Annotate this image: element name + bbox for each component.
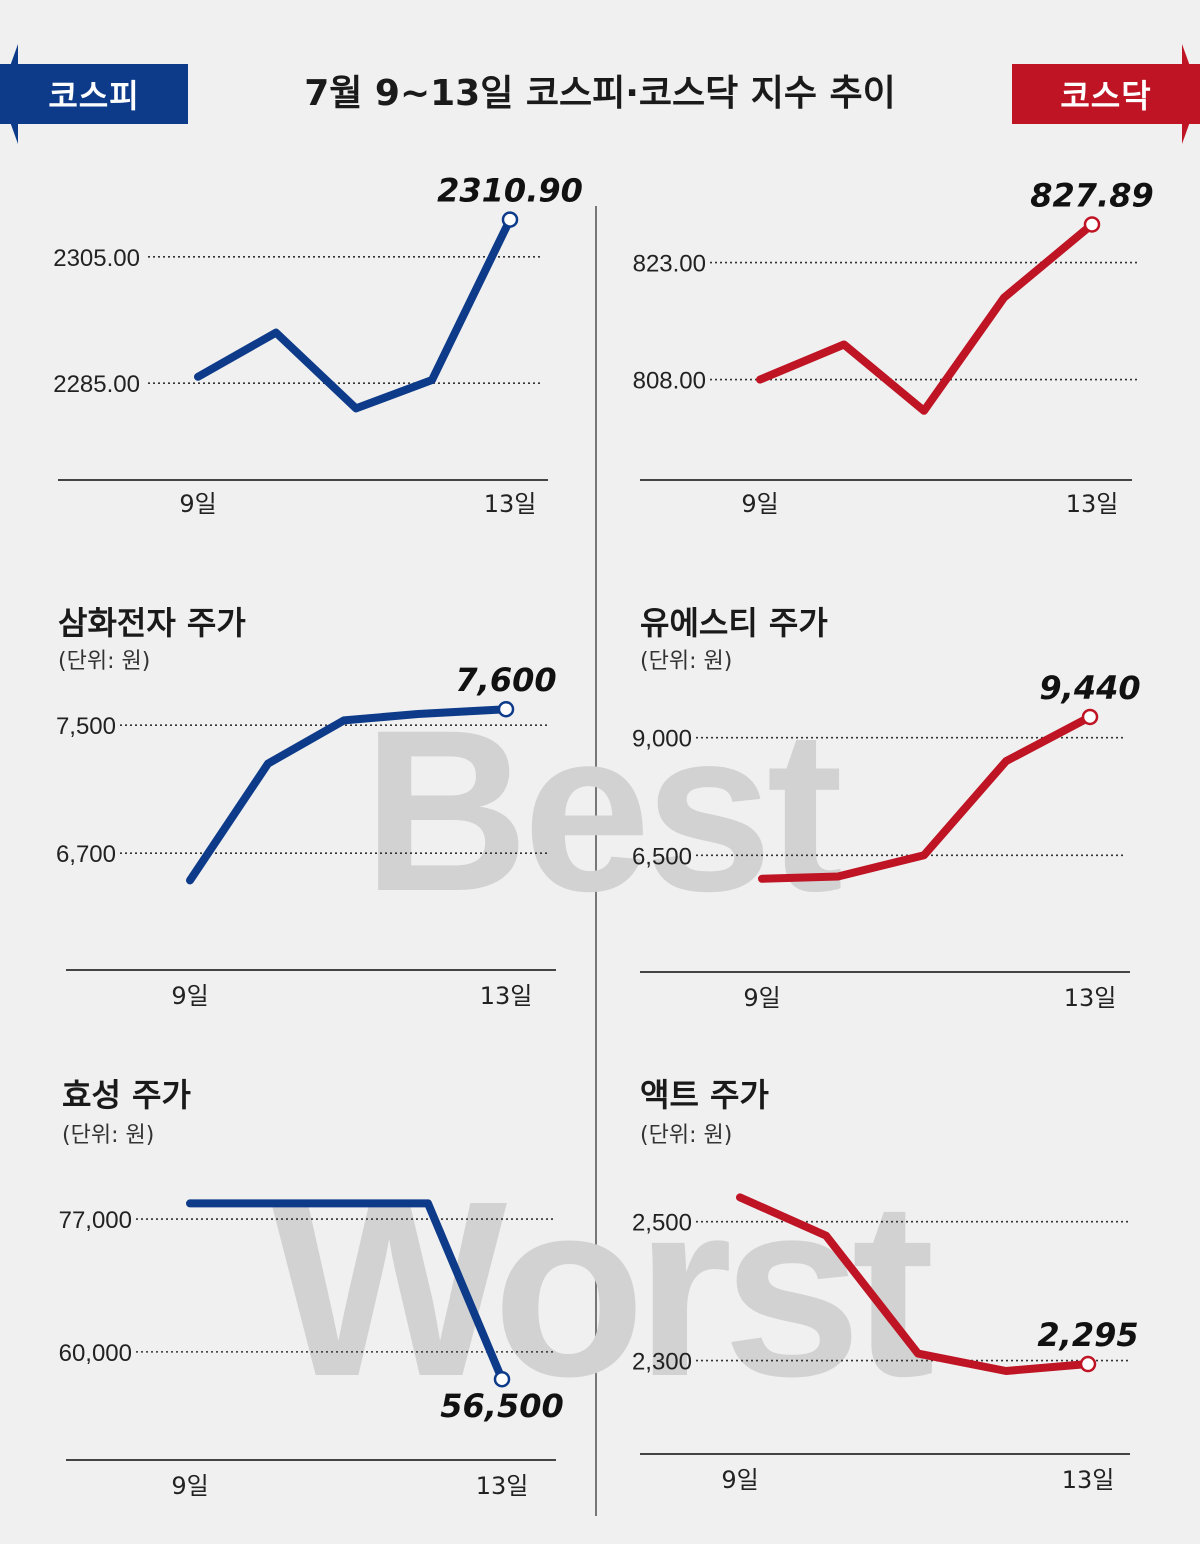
y-tick-label: 823.00 (633, 251, 706, 278)
chart-panel-3: 삼화전자 주가 (단위: 원) 7,500 6,700 9일 13일 7,600 (56, 604, 557, 1010)
x-tick-label: 9일 (171, 1472, 208, 1500)
x-tick-label: 13일 (1062, 1466, 1115, 1494)
chart-panel-5: 효성 주가 (단위: 원) 77,000 60,000 9일 13일 56,500 (59, 1076, 564, 1500)
x-tick-label: 13일 (484, 490, 537, 518)
x-tick-label: 9일 (171, 982, 208, 1010)
chart-panel-4: 유에스티 주가 (단위: 원) 9,000 6,500 9일 13일 9,440 (632, 604, 1141, 1012)
end-point-marker (1079, 1355, 1097, 1373)
series-line (758, 712, 1094, 883)
end-value-label: 2,295 (1037, 1316, 1138, 1354)
kosdaq-banner-arrow (1182, 44, 1200, 144)
page-title: 7월 9~13일 코스피·코스닥 지수 추이 (304, 73, 896, 114)
chart-unit: (단위: 원) (62, 1123, 154, 1148)
chart-unit: (단위: 원) (58, 649, 150, 674)
x-tick-label: 13일 (1066, 490, 1119, 518)
chart-title: 효성 주가 (62, 1076, 191, 1114)
series-line (756, 220, 1096, 415)
chart-panel-2: 823.00 808.00 9일 13일 827.89 (633, 176, 1154, 518)
watermark-best: Best (363, 682, 841, 939)
chart-title: 유에스티 주가 (640, 604, 828, 642)
end-point-marker (1081, 708, 1099, 726)
y-tick-label: 7,500 (56, 713, 116, 740)
end-value-label: 2310.90 (437, 172, 583, 210)
end-point-marker (1083, 216, 1101, 233)
x-tick-label: 9일 (179, 490, 216, 518)
kospi-banner-label: 코스피 (48, 77, 140, 115)
y-tick-label: 2,500 (632, 1210, 692, 1237)
end-value-label: 9,440 (1039, 669, 1140, 707)
x-tick-label: 9일 (721, 1466, 758, 1494)
end-value-label: 56,500 (440, 1387, 563, 1425)
y-tick-label: 6,500 (632, 843, 692, 870)
end-point-marker (497, 700, 515, 718)
chart-panel-6: 액트 주가 (단위: 원) 2,500 2,300 9일 13일 2,295 (632, 1076, 1139, 1494)
column-divider (595, 206, 597, 1516)
x-tick-label: 9일 (743, 984, 780, 1012)
series-line (736, 1193, 1092, 1375)
chart-title: 삼화전자 주가 (58, 604, 246, 642)
y-tick-label: 6,700 (56, 841, 116, 868)
y-tick-label: 2285.00 (53, 371, 140, 398)
series-line (194, 215, 514, 413)
y-tick-label: 2,300 (632, 1349, 692, 1376)
chart-unit: (단위: 원) (640, 649, 732, 674)
kospi-banner: 코스피 (0, 64, 188, 124)
y-tick-label: 77,000 (59, 1207, 132, 1234)
chart-panel-1: 2305.00 2285.00 9일 13일 2310.90 (53, 172, 583, 518)
series-line (186, 705, 510, 885)
end-value-label: 827.89 (1030, 176, 1153, 214)
x-tick-label: 9일 (741, 490, 778, 518)
y-tick-label: 9,000 (632, 726, 692, 753)
x-tick-label: 13일 (480, 982, 533, 1010)
end-point-marker (493, 1370, 511, 1388)
watermark-worst: Worst (271, 1149, 932, 1428)
x-tick-label: 13일 (476, 1472, 529, 1500)
kosdaq-banner-label: 코스닥 (1060, 77, 1152, 115)
end-point-marker (501, 211, 519, 228)
kosdaq-banner: 코스닥 (1012, 64, 1200, 124)
end-value-label: 7,600 (455, 661, 556, 699)
series-line (186, 1199, 506, 1384)
y-tick-label: 2305.00 (53, 245, 140, 272)
chart-title: 액트 주가 (640, 1076, 769, 1114)
y-tick-label: 808.00 (633, 368, 706, 395)
x-tick-label: 13일 (1064, 984, 1117, 1012)
chart-unit: (단위: 원) (640, 1123, 732, 1148)
y-tick-label: 60,000 (59, 1340, 132, 1367)
